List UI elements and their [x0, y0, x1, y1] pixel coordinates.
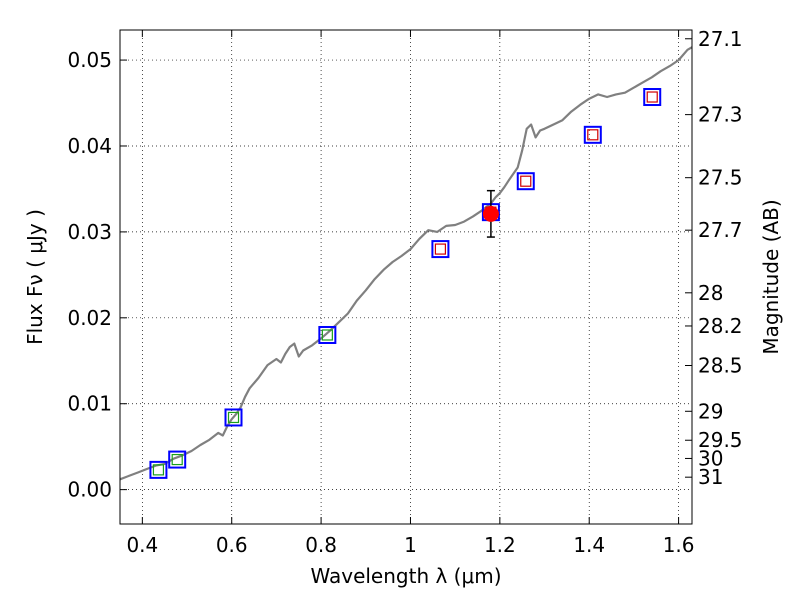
- observed-photometry-point: [321, 329, 333, 341]
- model-photometry-point: [149, 460, 168, 479]
- right-tick-label: 27.1: [698, 27, 743, 51]
- x-axis-label: Wavelength λ (μm): [310, 564, 501, 588]
- right-axis-label: Magnitude (AB): [759, 199, 783, 354]
- model-photometry-point: [431, 240, 450, 259]
- grid: [120, 30, 692, 524]
- x-tick-label: 1: [404, 533, 417, 557]
- model-photometry-point: [168, 450, 187, 469]
- x-tick-label: 0.4: [126, 533, 158, 557]
- right-tick-label: 29.5: [698, 428, 743, 452]
- right-tick-label: 31: [698, 465, 723, 489]
- observed-photometry-point: [434, 243, 447, 255]
- y-axis-label: Flux Fν ( μJy ): [23, 209, 47, 345]
- y-tick-label: 0.00: [67, 478, 112, 502]
- observed-photometry-point: [227, 411, 240, 424]
- y-tick-label: 0.03: [67, 220, 112, 244]
- right-tick-label: 29: [698, 399, 723, 423]
- x-tick-label: 0.8: [305, 533, 337, 557]
- axis-ticks: 0.4 0.6 0.8 1 1.2 1.4 1.6 0.00 0.01 0.02 0.03 0.04 0…: [67, 27, 742, 557]
- model-photometry-point: [318, 325, 337, 344]
- plot-series: [119, 46, 693, 481]
- y-tick-label: 0.05: [67, 48, 112, 72]
- x-tick-label: 1.6: [663, 533, 695, 557]
- right-tick-label: 27.7: [698, 218, 743, 242]
- observed-photometry-point: [152, 464, 165, 476]
- model-photometry-point: [224, 408, 243, 427]
- right-tick-label: 28.2: [698, 314, 743, 338]
- model-photometry-point: [516, 172, 535, 191]
- observed-photometry-point: [587, 129, 599, 141]
- y-tick-label: 0.02: [67, 306, 112, 330]
- x-tick-label: 1.2: [484, 533, 516, 557]
- right-tick-label: 28: [698, 281, 723, 305]
- x-tick-label: 0.6: [216, 533, 248, 557]
- plot-frame: [119, 29, 693, 525]
- x-tick-label: 1.4: [573, 533, 605, 557]
- model-photometry-point: [643, 88, 662, 107]
- right-tick-label: 27.5: [698, 166, 743, 190]
- observed-photometry-point: [646, 91, 658, 103]
- right-tick-label: 30: [698, 446, 723, 470]
- observed-photometry-point: [171, 453, 183, 466]
- y-tick-label: 0.04: [67, 134, 112, 158]
- right-tick-label: 28.5: [698, 353, 743, 377]
- right-tick-label: 27.3: [698, 103, 743, 127]
- model-photometry-point: [583, 125, 602, 144]
- y-tick-label: 0.01: [67, 392, 112, 416]
- detection-point: [482, 205, 499, 222]
- observed-photometry-point: [520, 175, 532, 187]
- spectrum-line: [119, 46, 693, 481]
